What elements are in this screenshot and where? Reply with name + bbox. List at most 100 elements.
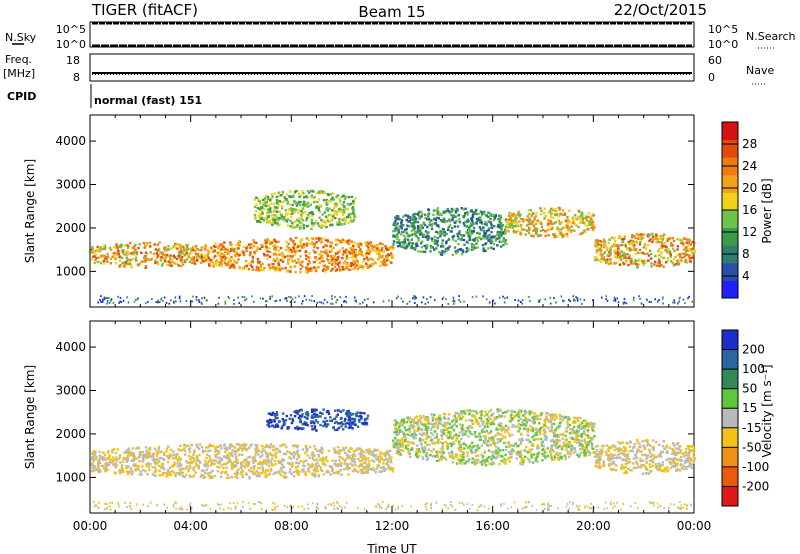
power-echo-cell	[535, 232, 538, 235]
power-echo-cell	[343, 239, 346, 243]
power-echo-cell	[315, 206, 318, 209]
power-echo-cell	[330, 248, 334, 251]
power-echo-cell	[137, 246, 140, 250]
power-echo-cell	[608, 251, 611, 254]
velocity-echo-cell	[90, 458, 94, 461]
power-echo-cell	[270, 193, 274, 196]
velocity-echo-cell	[266, 453, 269, 456]
power-echo-cell	[272, 244, 275, 248]
power-echo-cell	[665, 245, 668, 248]
power-echo-cell	[329, 200, 332, 203]
power-echo-cell	[394, 216, 397, 219]
power-echo-cell	[313, 244, 317, 248]
velocity-echo-cell	[312, 428, 316, 431]
velocity-echo-cell	[228, 447, 232, 450]
power-echo-cell	[361, 267, 365, 270]
power-echo-cell	[289, 248, 293, 251]
power-echo-cell	[677, 302, 679, 305]
velocity-echo-cell	[235, 443, 239, 446]
velocity-echo-cell	[148, 446, 152, 450]
velocity-echo-cell	[522, 414, 525, 417]
velocity-echo-cell	[319, 465, 322, 469]
power-echo-cell	[642, 261, 645, 265]
power-echo-cell	[108, 297, 110, 300]
power-echo-cell	[299, 255, 302, 258]
power-echo-cell	[253, 213, 257, 217]
power-echo-cell	[435, 216, 439, 220]
power-echo-cell	[284, 297, 286, 300]
power-echo-cell	[311, 269, 314, 272]
velocity-echo-cell	[314, 467, 317, 470]
velocity-echo-cell	[266, 420, 269, 423]
velocity-echo-cell	[305, 459, 308, 462]
velocity-echo-cell	[122, 470, 125, 473]
velocity-echo-cell	[492, 422, 495, 426]
power-echo-cell	[306, 201, 310, 205]
power-echo-cell	[476, 246, 479, 249]
power-echo-cell	[307, 205, 310, 208]
power-echo-cell	[658, 237, 661, 241]
power-echo-cell	[487, 239, 490, 242]
power-echo-cell	[658, 254, 661, 257]
power-echo-cell	[301, 222, 304, 226]
velocity-echo-cell	[93, 464, 96, 468]
velocity-echo-cell	[97, 462, 100, 465]
power-echo-cell	[643, 260, 646, 263]
power-echo-cell	[586, 224, 589, 228]
power-echo-cell	[381, 250, 385, 253]
velocity-echo-cell	[92, 459, 95, 462]
power-echo-cell	[592, 228, 595, 232]
velocity-echo-cell	[192, 453, 195, 456]
power-echo-cell	[506, 296, 509, 299]
power-echo-cell	[614, 299, 617, 302]
velocity-echo-cell	[221, 464, 224, 467]
power-echo-cell	[212, 263, 215, 266]
power-echo-cell	[330, 269, 333, 272]
velocity-echo-cell	[587, 450, 590, 453]
power-echo-cell	[420, 231, 423, 235]
velocity-echo-cell	[166, 469, 170, 472]
velocity-echo-cell	[572, 451, 576, 454]
power-echo-cell	[316, 246, 319, 250]
power-echo-cell	[491, 235, 494, 238]
power-echo-cell	[625, 259, 628, 263]
power-echo-cell	[400, 297, 403, 300]
power-echo-band	[203, 236, 395, 274]
power-echo-cell	[165, 248, 168, 252]
power-echo-cell	[507, 230, 510, 233]
power-echo-cell	[397, 216, 400, 220]
velocity-echo-cell	[351, 427, 354, 430]
power-echo-cell	[213, 249, 216, 252]
power-echo-cell	[312, 200, 316, 204]
power-echo-cell	[344, 221, 347, 224]
power-echo-cell	[263, 254, 266, 257]
power-echo-cell	[101, 254, 105, 257]
velocity-echo-cell	[361, 422, 364, 425]
power-echo-cell	[405, 218, 408, 222]
power-echo-cell	[312, 190, 315, 193]
velocity-echo-cell	[258, 466, 261, 470]
velocity-echo-cell	[553, 414, 556, 418]
power-echo-cell	[435, 242, 439, 245]
power-echo-cell	[144, 259, 147, 263]
power-echo-cell	[307, 239, 310, 242]
power-echo-cell	[363, 257, 366, 261]
velocity-echo-cell	[358, 460, 362, 463]
power-echo-cell	[528, 228, 531, 232]
power-echo-cell	[278, 200, 281, 203]
power-echo-cell	[317, 191, 321, 195]
power-echo-cell	[585, 215, 588, 218]
velocity-echo-cell	[114, 462, 118, 465]
power-echo-cell	[441, 220, 444, 223]
power-echo-cell	[421, 226, 424, 229]
velocity-echo-cell	[362, 466, 365, 469]
velocity-echo-cell	[324, 425, 328, 428]
velocity-echo-cell	[586, 434, 590, 437]
velocity-echo-cell	[446, 447, 449, 450]
power-echo-cell	[118, 245, 121, 248]
power-echo-cell	[227, 252, 231, 255]
power-echo-cell	[451, 218, 454, 222]
velocity-echo-cell	[114, 463, 117, 466]
velocity-echo-cell	[360, 411, 363, 415]
power-echo-cell	[519, 231, 523, 235]
